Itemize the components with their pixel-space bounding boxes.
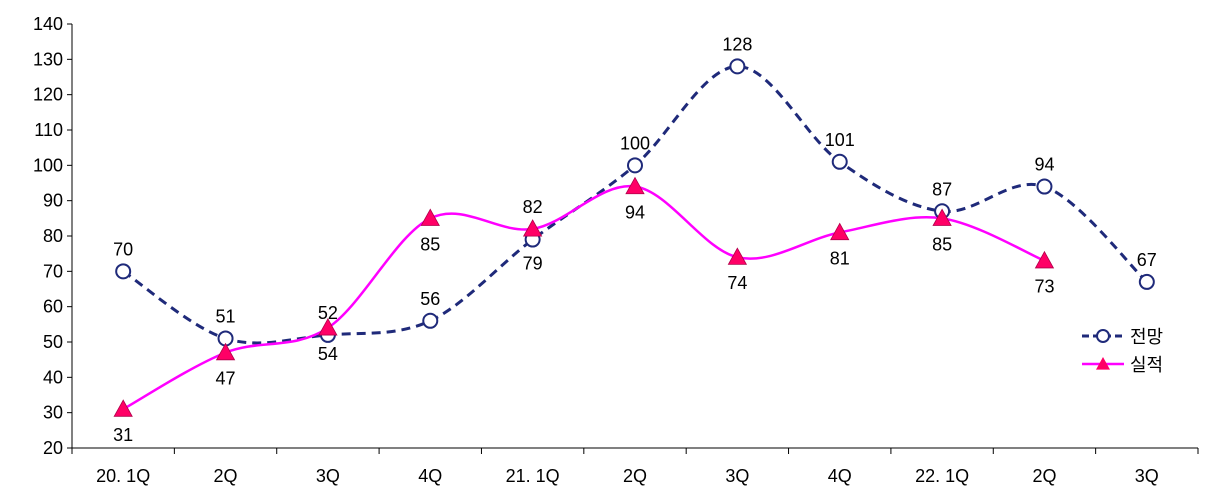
actual-point — [727, 247, 748, 265]
series-line-actual — [122, 185, 1045, 411]
x-tick-label: 22. 1Q — [915, 466, 969, 486]
forecast-data-label: 100 — [620, 133, 650, 153]
legend-actual-marker — [1096, 357, 1110, 370]
legend-forecast-label: 전망 — [1130, 327, 1163, 348]
data-labels: 70 51 52 56 79 100 128 101 87 94 67 31 47 54 85 82 94 74 8… — [113, 34, 1157, 445]
actual-data-label: 73 — [1034, 277, 1054, 297]
legend-actual-label: 실적 — [1130, 355, 1163, 376]
forecast-data-label: 56 — [420, 289, 440, 309]
legend-forecast-marker — [1096, 329, 1110, 343]
x-tick-label: 4Q — [828, 466, 852, 486]
forecast-point — [627, 157, 643, 174]
actual-point — [318, 318, 338, 336]
forecast-point — [1036, 178, 1053, 195]
actual-data-label: 85 — [932, 234, 952, 254]
forecast-point — [422, 312, 439, 329]
forecast-data-label: 101 — [825, 130, 855, 150]
actual-data-label: 54 — [318, 344, 338, 364]
y-tick-label: 20 — [43, 438, 63, 458]
forecast-point — [115, 263, 132, 280]
forecast-data-label: 51 — [216, 306, 236, 326]
actual-data-label: 74 — [727, 273, 747, 293]
actual-point — [625, 176, 645, 195]
y-tick-label: 60 — [43, 297, 63, 317]
x-tick-label: 3Q — [1135, 466, 1159, 486]
forecast-data-label: 94 — [1034, 155, 1054, 175]
y-tick-label: 30 — [43, 403, 63, 423]
forecast-data-label: 52 — [318, 303, 338, 323]
y-tick-label: 120 — [33, 85, 63, 105]
y-tick-label: 40 — [43, 367, 63, 387]
x-tick-label: 2Q — [214, 466, 238, 486]
actual-data-label: 94 — [625, 203, 645, 223]
y-tick-label: 70 — [43, 261, 63, 281]
forecast-point — [729, 58, 746, 75]
x-tick-label: 2Q — [623, 466, 647, 486]
actual-data-label: 47 — [216, 369, 236, 389]
actual-point — [522, 219, 543, 237]
x-tick-label: 4Q — [418, 466, 442, 486]
x-tick-label: 2Q — [1032, 466, 1056, 486]
actual-point — [420, 208, 440, 226]
x-tick-label: 3Q — [316, 466, 340, 486]
actual-point — [215, 342, 236, 361]
actual-data-label: 81 — [830, 248, 850, 268]
y-tick-label: 130 — [33, 49, 63, 69]
actual-point — [113, 399, 133, 417]
x-tick-label: 20. 1Q — [96, 466, 150, 486]
x-tick-label: 3Q — [725, 466, 749, 486]
y-tick-label: 90 — [43, 191, 63, 211]
actual-point — [932, 208, 952, 226]
forecast-data-label: 87 — [932, 179, 952, 199]
forecast-data-label: 79 — [523, 254, 543, 274]
y-tick-label: 110 — [34, 120, 63, 140]
x-tick-label: 21. 1Q — [506, 466, 560, 486]
actual-point — [830, 222, 850, 241]
y-tick-label: 50 — [43, 332, 63, 352]
series-markers — [113, 58, 1155, 417]
forecast-point — [831, 153, 848, 170]
y-tick-label: 80 — [43, 226, 63, 246]
forecast-point — [1138, 273, 1155, 290]
actual-data-label: 85 — [420, 234, 440, 254]
forecast-data-label: 70 — [113, 239, 133, 259]
y-tick-label: 140 — [33, 14, 63, 34]
axes: 20 30 40 50 60 70 80 90 100 110 120 130 140 20. 1Q 2Q 3… — [33, 14, 1199, 486]
series-lines — [122, 64, 1148, 411]
actual-data-label: 82 — [523, 197, 543, 217]
y-tick-label: 100 — [33, 155, 63, 175]
actual-point — [1034, 250, 1055, 269]
forecast-data-label: 67 — [1137, 250, 1157, 270]
actual-data-label: 31 — [113, 425, 133, 445]
forecast-data-label: 128 — [722, 34, 752, 54]
